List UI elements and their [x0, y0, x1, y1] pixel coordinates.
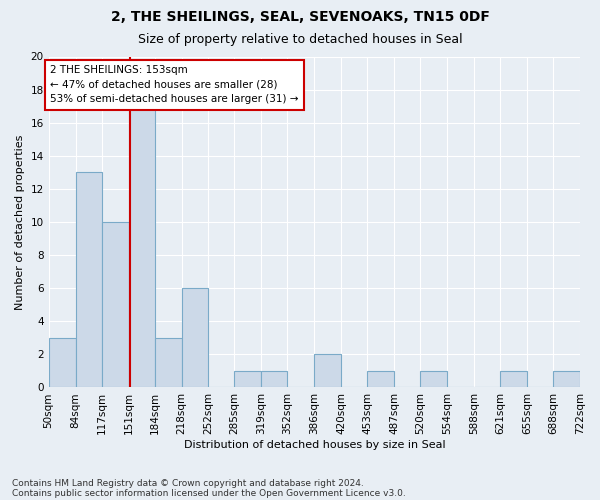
X-axis label: Distribution of detached houses by size in Seal: Distribution of detached houses by size … [184, 440, 445, 450]
Bar [76, 172, 101, 388]
Bar [155, 338, 182, 388]
Y-axis label: Number of detached properties: Number of detached properties [15, 134, 25, 310]
Bar [314, 354, 341, 388]
Text: Contains public sector information licensed under the Open Government Licence v3: Contains public sector information licen… [12, 488, 406, 498]
Bar [182, 288, 208, 388]
Text: Contains HM Land Registry data © Crown copyright and database right 2024.: Contains HM Land Registry data © Crown c… [12, 478, 364, 488]
Bar [367, 371, 394, 388]
Bar [420, 371, 447, 388]
Bar [235, 371, 262, 388]
Bar [49, 338, 76, 388]
Bar [553, 371, 580, 388]
Text: 2, THE SHEILINGS, SEAL, SEVENOAKS, TN15 0DF: 2, THE SHEILINGS, SEAL, SEVENOAKS, TN15 … [110, 10, 490, 24]
Bar [101, 222, 128, 388]
Text: 2 THE SHEILINGS: 153sqm
← 47% of detached houses are smaller (28)
53% of semi-de: 2 THE SHEILINGS: 153sqm ← 47% of detache… [50, 65, 299, 104]
Bar [128, 106, 155, 388]
Bar [262, 371, 287, 388]
Text: Size of property relative to detached houses in Seal: Size of property relative to detached ho… [137, 32, 463, 46]
Bar [500, 371, 527, 388]
